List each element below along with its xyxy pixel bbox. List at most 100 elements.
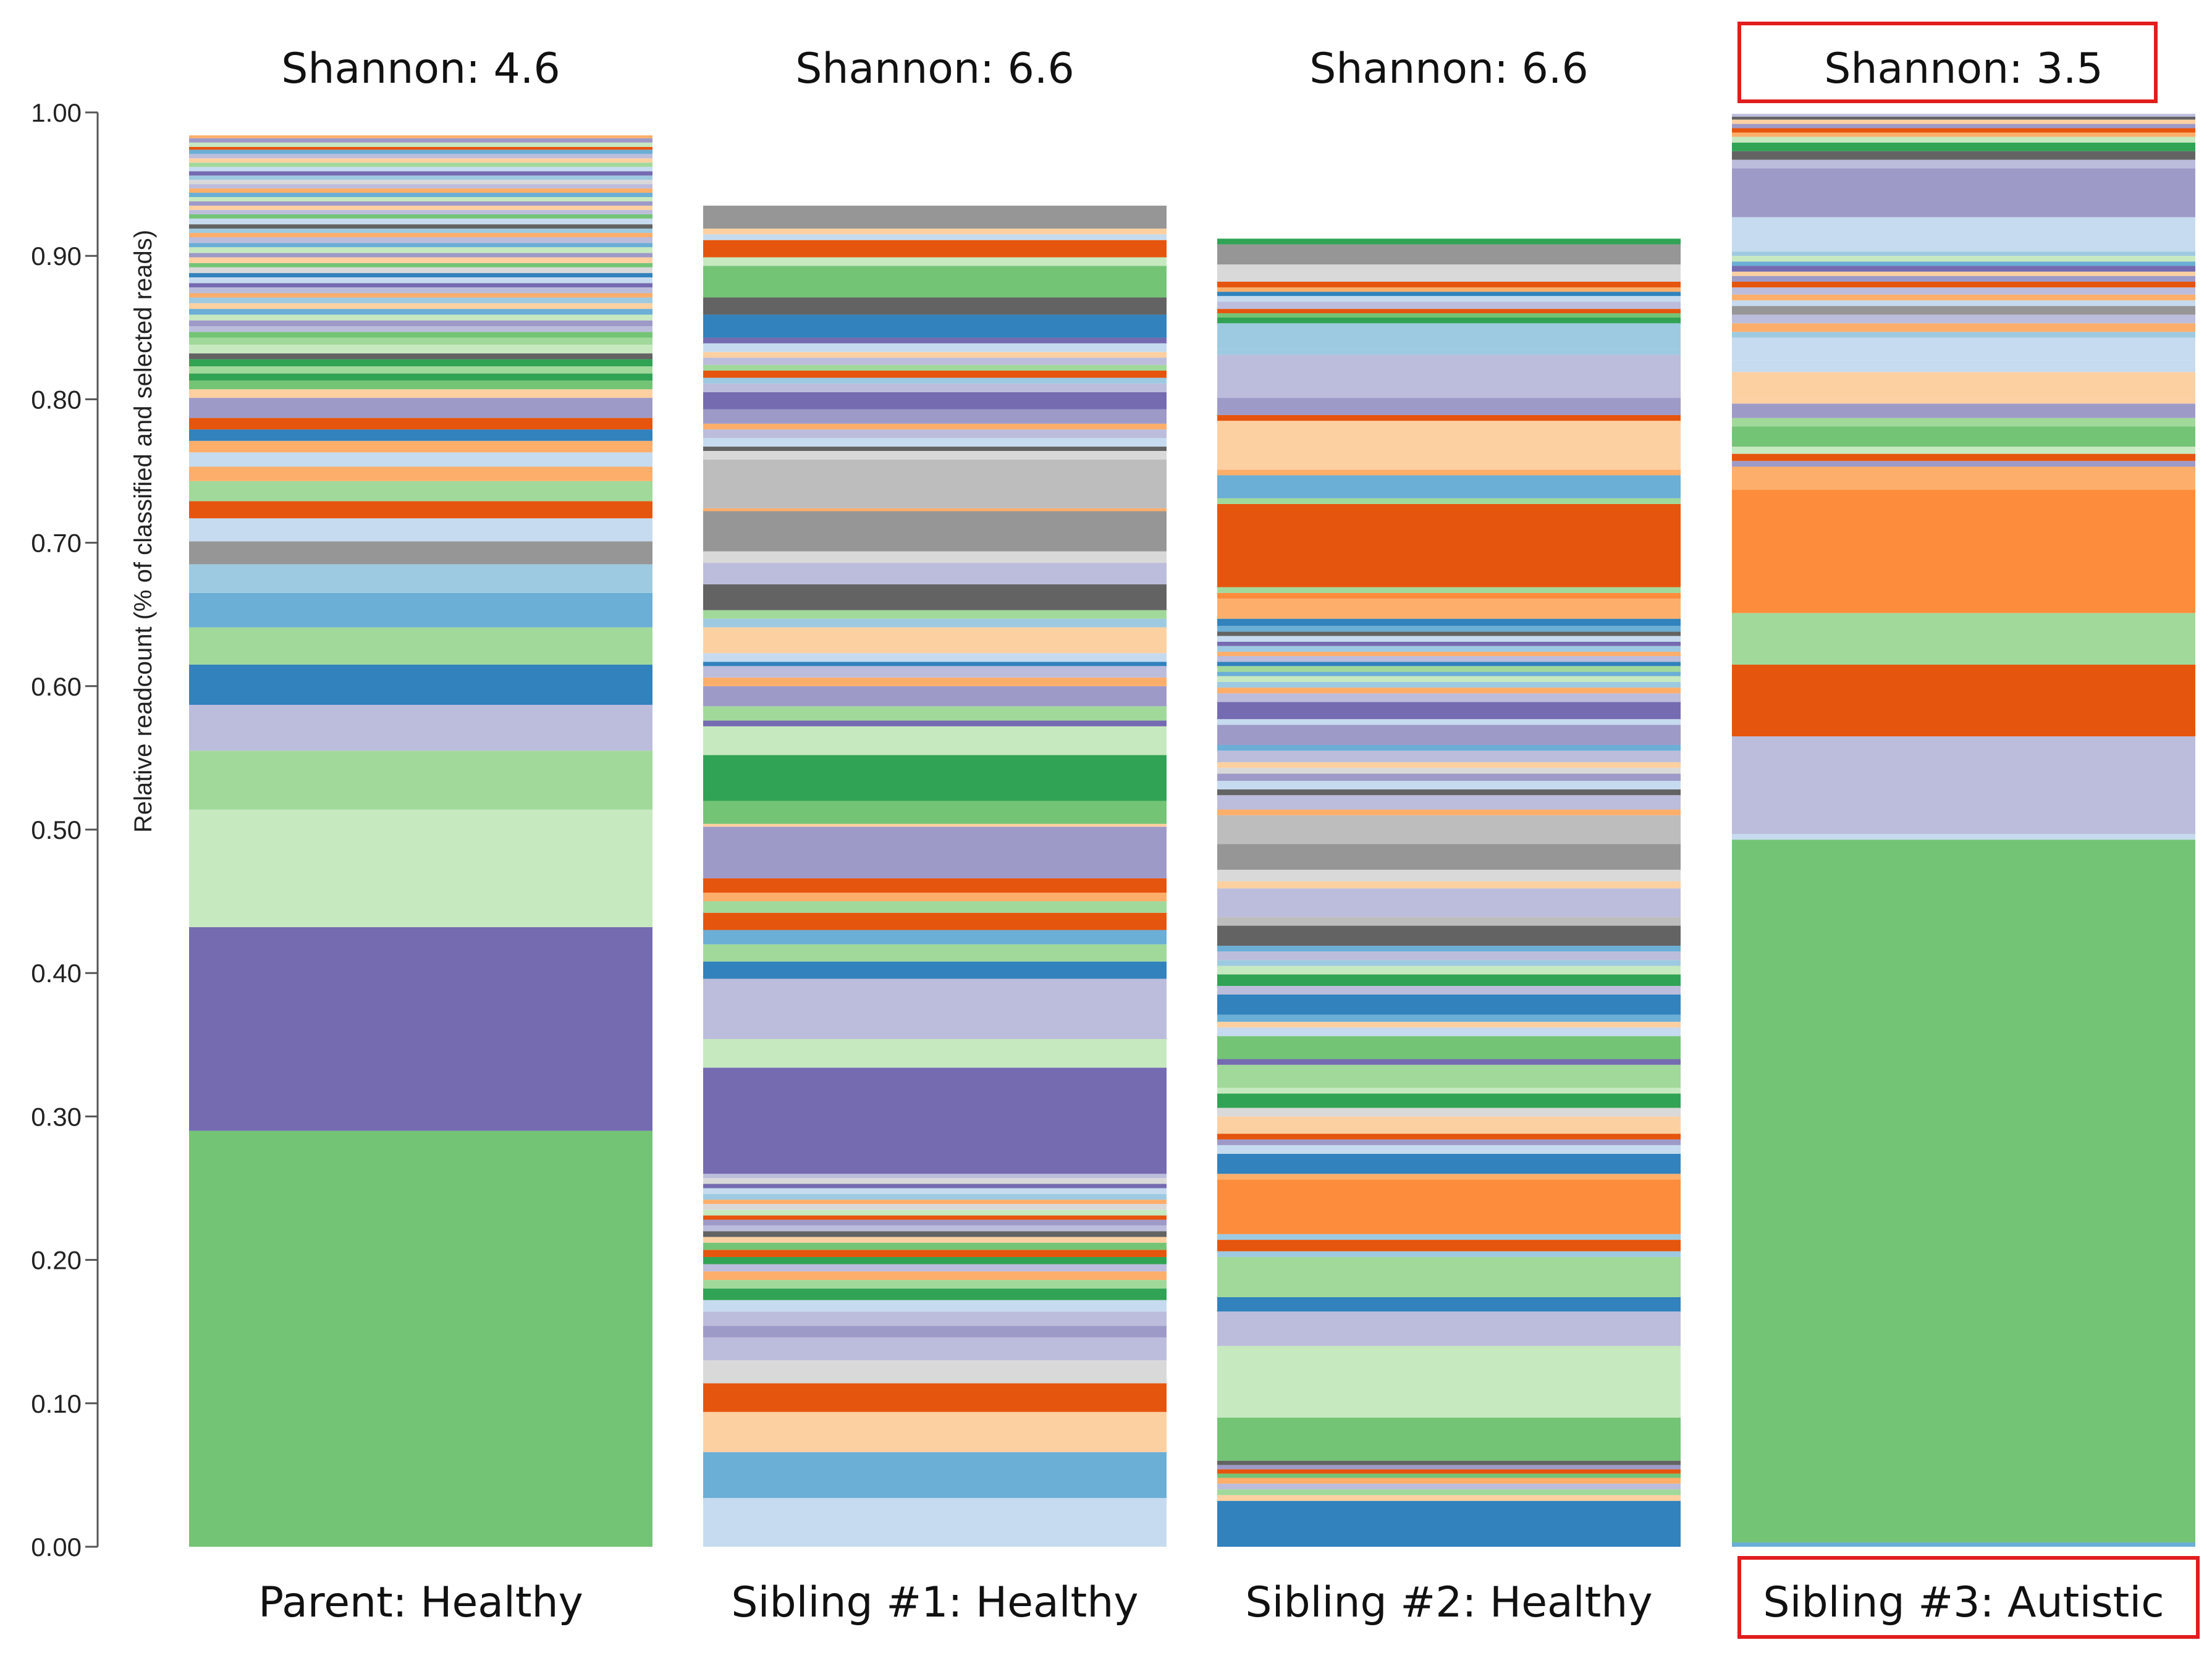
bar-segment	[189, 247, 652, 253]
bar-segment	[703, 511, 1167, 552]
bar-segment	[1217, 398, 1681, 415]
bar-segment	[189, 154, 652, 159]
bar-segment	[1217, 1418, 1681, 1461]
bar-segment	[1217, 671, 1681, 676]
bar-segment	[703, 423, 1167, 430]
bar-segment	[189, 1130, 652, 1547]
bar-segment	[1732, 128, 2195, 133]
bar-segment	[703, 726, 1167, 755]
bar-segment	[1217, 421, 1681, 470]
bar-segment	[1732, 217, 2195, 252]
bar-segment	[1217, 965, 1681, 975]
bar-segment	[189, 564, 652, 593]
bar-segment	[189, 326, 652, 332]
bar-segment	[1217, 626, 1681, 632]
bar-segment	[1217, 1297, 1681, 1312]
bar-segment	[703, 1193, 1167, 1200]
bar-segment	[189, 277, 652, 284]
bar-segment	[1217, 925, 1681, 946]
bar-segment	[1732, 736, 2195, 834]
bar-segment	[703, 610, 1167, 619]
bar-segment	[1217, 946, 1681, 952]
bar-segment	[703, 392, 1167, 410]
shannon-title: Shannon: 6.6	[1309, 44, 1589, 93]
bar-segment	[703, 358, 1167, 365]
y-tick-label: 0.20	[31, 1246, 82, 1275]
bar-segment	[1217, 666, 1681, 672]
bar-segment	[703, 266, 1167, 298]
bar-segment	[703, 823, 1167, 827]
bar-segment	[703, 1326, 1167, 1337]
bar-segment	[1217, 1465, 1681, 1470]
bar-segment	[703, 720, 1167, 726]
bar-segment	[1732, 613, 2195, 665]
bar-segment	[1217, 631, 1681, 636]
shannon-title: Shannon: 3.5	[1824, 44, 2103, 93]
bar-segment	[703, 409, 1167, 424]
bar-segment	[1217, 1256, 1681, 1297]
bar-segment	[1217, 1500, 1681, 1547]
bar-segment	[189, 381, 652, 390]
bar-segment	[703, 1452, 1167, 1499]
bar-segment	[703, 337, 1167, 343]
bar-segment	[1217, 809, 1681, 815]
bar-segment	[189, 418, 652, 430]
bar-segment	[703, 438, 1167, 447]
bar-segment	[1217, 1027, 1681, 1037]
bar-segment	[1217, 1059, 1681, 1065]
y-tick-label: 0.60	[31, 672, 82, 701]
bar-segment	[189, 209, 652, 214]
y-tick-label: 0.10	[31, 1389, 82, 1418]
bar-4	[1732, 114, 2195, 1547]
bar-segment	[189, 452, 652, 467]
bar-segment	[1217, 1460, 1681, 1465]
bar-segment	[1217, 917, 1681, 926]
bar-segment	[1217, 1174, 1681, 1180]
bar-segment	[1217, 1087, 1681, 1094]
bar-segment	[703, 1188, 1167, 1194]
bar-segment	[1217, 751, 1681, 762]
bar-segment	[189, 373, 652, 381]
bar-segment	[1732, 664, 2195, 737]
bar-segment	[1732, 159, 2195, 169]
bar-segment	[1732, 461, 2195, 467]
bar-segment	[1732, 116, 2195, 120]
bar-segment	[1732, 833, 2195, 840]
bar-segment	[189, 704, 652, 751]
bar-segment	[1217, 745, 1681, 751]
bar-segment	[1732, 132, 2195, 137]
bar-segment	[189, 180, 652, 185]
bar-segment	[1217, 656, 1681, 662]
bar-segment	[703, 1271, 1167, 1281]
bar-segment	[703, 1237, 1167, 1243]
bar-segment	[1732, 142, 2195, 151]
bar-segment	[189, 135, 652, 138]
bar-segment	[1217, 355, 1681, 398]
bar-segment	[1732, 119, 2195, 124]
bar-segment	[1217, 646, 1681, 652]
bar-segment	[1217, 1489, 1681, 1495]
bar-segment	[189, 229, 652, 233]
bar-segment	[703, 978, 1167, 1040]
bar-segment	[1732, 337, 2195, 361]
bar-segment	[189, 501, 652, 519]
bar-segment	[1732, 398, 2195, 404]
bar-segment	[189, 184, 652, 189]
bar-segment	[703, 686, 1167, 707]
bar-segment	[703, 1067, 1167, 1174]
sample-label: Sibling #3: Autistic	[1763, 1578, 2164, 1627]
bar-segment	[189, 345, 652, 354]
bar-segment	[1217, 974, 1681, 986]
bar-segment	[703, 234, 1167, 240]
bar-segment	[189, 303, 652, 309]
bar-segment	[1217, 1240, 1681, 1251]
bar-segment	[703, 364, 1167, 371]
y-tick-label: 0.40	[31, 959, 82, 988]
bar-segment	[1217, 1134, 1681, 1140]
bar-segment	[703, 563, 1167, 584]
bar-segment	[703, 653, 1167, 662]
bar-segment	[703, 677, 1167, 686]
bar-segment	[703, 618, 1167, 628]
bar-segment	[189, 309, 652, 315]
bar-segment	[1732, 323, 2195, 332]
